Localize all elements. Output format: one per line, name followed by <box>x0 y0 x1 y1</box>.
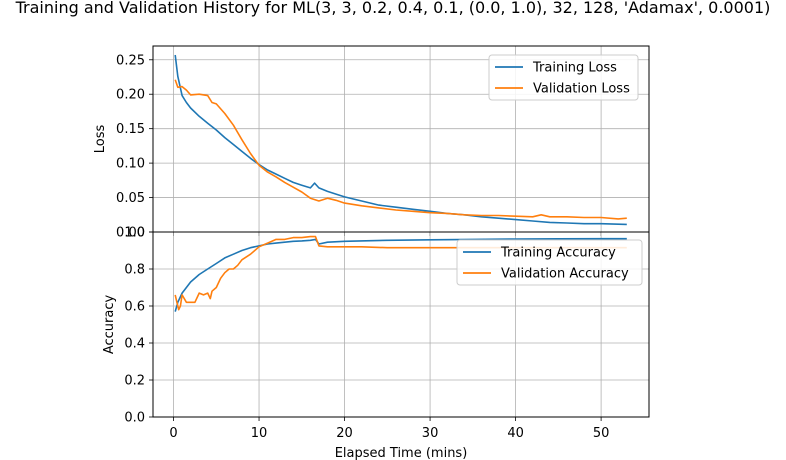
series-line <box>174 237 627 312</box>
chart-title: Training and Validation History for ML(3… <box>15 0 771 17</box>
legend-label: Validation Loss <box>533 82 630 97</box>
x-tick-label: 10 <box>251 426 268 441</box>
legend-box <box>456 239 643 286</box>
y-tick-label: 0.15 <box>116 122 145 137</box>
y-tick-label: 0.2 <box>124 374 145 389</box>
y-axis-label: Accuracy <box>102 295 117 355</box>
axes-frame <box>152 231 650 418</box>
panel-loss: 0.00 0.05 0.10 0.15 0.20 0.25 Loss Training Los… <box>93 45 650 241</box>
y-tick-label: 1.0 <box>124 226 145 241</box>
x-tick-label: 0 <box>169 426 177 441</box>
series-line <box>174 235 627 311</box>
y-tick-label: 0.05 <box>116 191 145 206</box>
y-tick-label: 0.00 <box>116 226 145 241</box>
series-line <box>174 54 627 226</box>
y-axis-label: Loss <box>93 125 108 154</box>
y-tick-label: 0.4 <box>124 337 145 352</box>
x-axis-label: Elapsed Time (mins) <box>335 446 468 460</box>
x-tick-label: 30 <box>422 426 439 441</box>
series-line <box>174 79 627 220</box>
x-tick-label: 50 <box>593 426 610 441</box>
legend-label: Training Accuracy <box>500 246 616 261</box>
y-tick-label: 0.8 <box>124 263 145 278</box>
y-tick-label: 0.0 <box>124 411 145 426</box>
legend-label: Training Loss <box>532 61 617 76</box>
panel-accuracy: 0.0 0.2 0.4 0.6 0.8 1.0 0 10 20 30 40 50 Accuracy Ela… <box>102 226 650 460</box>
legend-label: Validation Accuracy <box>501 267 629 282</box>
x-tick-label: 40 <box>507 426 524 441</box>
y-tick-label: 0.20 <box>116 88 145 103</box>
x-tick-label: 20 <box>336 426 353 441</box>
y-tick-label: 0.10 <box>116 157 145 172</box>
y-tick-label: 0.25 <box>116 53 145 68</box>
y-tick-label: 0.6 <box>124 300 145 315</box>
legend-box <box>488 54 639 101</box>
legend: Training Accuracy Validation Accuracy <box>456 239 643 286</box>
legend: Training Loss Validation Loss <box>488 54 639 101</box>
